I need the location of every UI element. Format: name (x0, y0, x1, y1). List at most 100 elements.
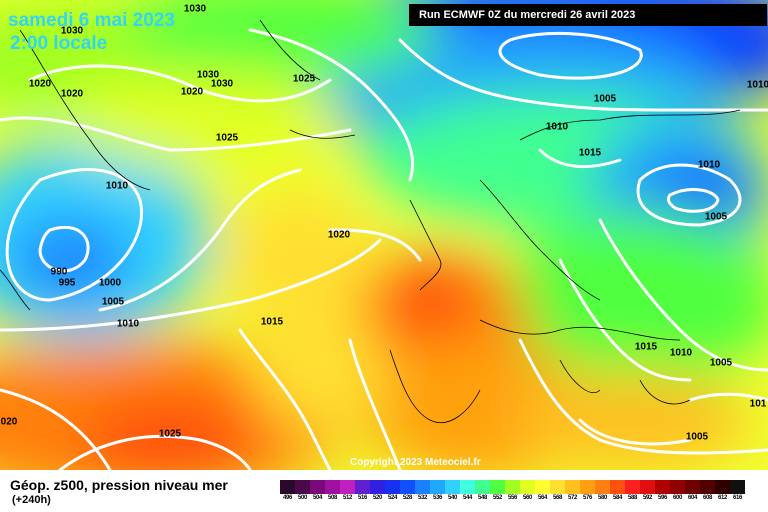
scale-tick-label: 540 (447, 495, 458, 501)
scale-swatch (445, 480, 460, 494)
scale-tick-label: 548 (477, 495, 488, 501)
scale-tick-label: 604 (687, 495, 698, 501)
scale-tick-label: 528 (402, 495, 413, 501)
scale-tick-label: 568 (552, 495, 563, 501)
scale-swatch (730, 480, 745, 494)
scale-swatch (400, 480, 415, 494)
scale-swatch (460, 480, 475, 494)
scale-tick-label: 584 (612, 495, 623, 501)
isobar-label: 1005 (101, 296, 125, 308)
scale-swatch (490, 480, 505, 494)
isobar-label: 1030 (196, 69, 220, 81)
scale-tick-label: 532 (417, 495, 428, 501)
scale-tick-label: 572 (567, 495, 578, 501)
scale-swatch (415, 480, 430, 494)
scale-swatch (370, 480, 385, 494)
isobar-label: 1015 (578, 147, 602, 159)
isobar-label: 1005 (704, 211, 728, 223)
scale-swatch (625, 480, 640, 494)
isobar-label: 1030 (60, 25, 84, 37)
scale-tick-label: 544 (462, 495, 473, 501)
isobar-label: 1000 (98, 277, 122, 289)
isobar-label: 1030 (210, 78, 234, 90)
isobar-label: 1005 (593, 93, 617, 105)
scale-swatch (505, 480, 520, 494)
scale-swatch (700, 480, 715, 494)
copyright-notice: Copyright 2023 Meteociel.fr (350, 457, 481, 468)
scale-swatch (310, 480, 325, 494)
isobar-label: 990 (50, 266, 68, 278)
scale-swatch (280, 480, 295, 494)
scale-tick-label: 524 (387, 495, 398, 501)
isobar-label: 1010 (105, 180, 129, 192)
scale-swatch (670, 480, 685, 494)
scale-tick-label: 580 (597, 495, 608, 501)
scale-tick-label: 508 (327, 495, 338, 501)
scale-tick-label: 536 (432, 495, 443, 501)
isobar-label: 020 (0, 416, 18, 428)
scale-swatch (325, 480, 340, 494)
scale-tick-label: 612 (717, 495, 728, 501)
map-footer: Géop. z500, pression niveau mer (+240h) … (0, 470, 768, 512)
isobar-label: 1010 (116, 318, 140, 330)
isobar-label: 1030 (183, 3, 207, 15)
color-scale-swatches (280, 480, 745, 494)
model-run-banner: Run ECMWF 0Z du mercredi 26 avril 2023 (409, 4, 767, 26)
scale-tick-label: 616 (732, 495, 743, 501)
scale-tick-label: 516 (357, 495, 368, 501)
scale-tick-label: 520 (372, 495, 383, 501)
isobar-label: 1020 (180, 86, 204, 98)
scale-swatch (340, 480, 355, 494)
isobar-label: 995 (58, 277, 76, 289)
scale-swatch (655, 480, 670, 494)
isobar-label: 1005 (685, 431, 709, 443)
scale-swatch (565, 480, 580, 494)
isobar-label: 1010 (669, 347, 693, 359)
scale-swatch (385, 480, 400, 494)
scale-tick-label: 556 (507, 495, 518, 501)
scale-tick-label: 588 (627, 495, 638, 501)
scale-swatch (715, 480, 730, 494)
scale-tick-label: 608 (702, 495, 713, 501)
isobar-label: 1025 (292, 73, 316, 85)
scale-tick-label: 496 (282, 495, 293, 501)
scale-swatch (355, 480, 370, 494)
scale-swatch (535, 480, 550, 494)
isobar-label: 1010 (746, 79, 768, 91)
scale-swatch (550, 480, 565, 494)
isobar-label: 1005 (709, 357, 733, 369)
color-scale-legend: 496 500 504 508 512 516 520 524 528 532 536 540 544 5… (280, 480, 760, 505)
isobar-label: 1025 (215, 132, 239, 144)
geopotential-field (0, 0, 768, 470)
scale-tick-label: 592 (642, 495, 653, 501)
scale-tick-label: 564 (537, 495, 548, 501)
scale-tick-label: 560 (522, 495, 533, 501)
scale-tick-label: 552 (492, 495, 503, 501)
parameter-title: Géop. z500, pression niveau mer (10, 477, 228, 493)
lead-time: (+240h) (12, 494, 51, 506)
forecast-map: samedi 6 mai 2023 2:00 locale Run ECMWF … (0, 0, 768, 470)
scale-swatch (595, 480, 610, 494)
scale-swatch (520, 480, 535, 494)
scale-tick-label: 600 (672, 495, 683, 501)
scale-swatch (430, 480, 445, 494)
scale-swatch (610, 480, 625, 494)
forecast-date: samedi 6 mai 2023 (8, 10, 175, 31)
isobar-label: 1015 (260, 316, 284, 328)
scale-swatch (580, 480, 595, 494)
isobar-label: 1025 (158, 428, 182, 440)
color-scale-ticks: 496 500 504 508 512 516 520 524 528 532 536 540 544 5… (280, 495, 745, 501)
isobar-label: 1020 (28, 78, 52, 90)
scale-tick-label: 576 (582, 495, 593, 501)
isobar-label: 1010 (697, 159, 721, 171)
isobar-label: 101 (749, 398, 767, 410)
scale-swatch (640, 480, 655, 494)
isobar-label: 1020 (60, 88, 84, 100)
scale-swatch (295, 480, 310, 494)
scale-tick-label: 512 (342, 495, 353, 501)
scale-tick-label: 500 (297, 495, 308, 501)
scale-swatch (685, 480, 700, 494)
forecast-local-time: 2:00 locale (10, 33, 108, 54)
isobar-label: 1020 (327, 229, 351, 241)
